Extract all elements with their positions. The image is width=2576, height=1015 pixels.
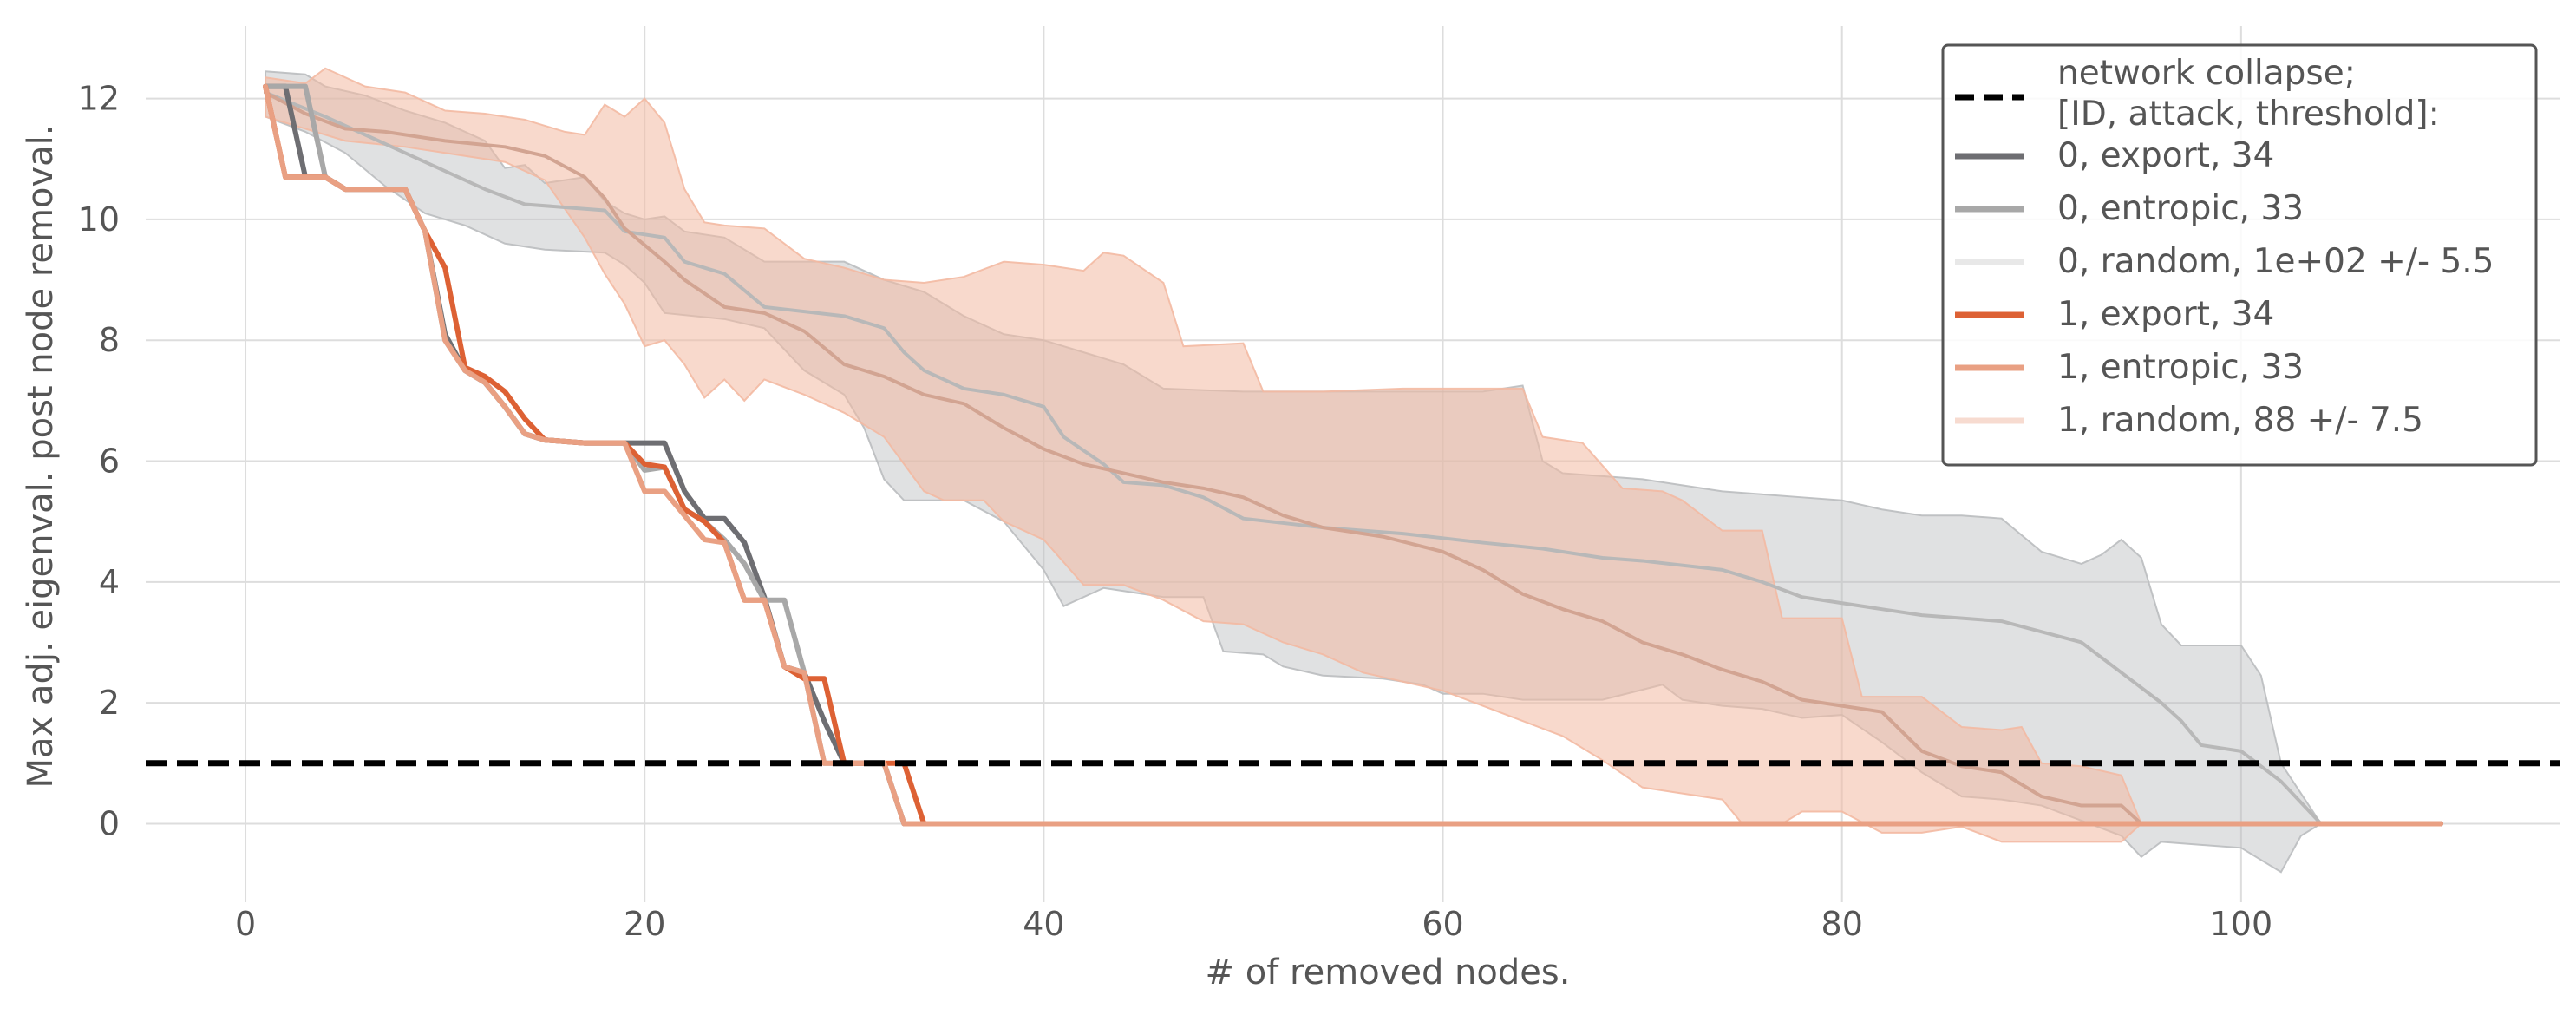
y-tick-label: 2 (99, 684, 120, 722)
y-axis-label: Max adj. eigenval. post node removal. (21, 125, 61, 789)
legend-label-0-entropic-33: 0, entropic, 33 (2057, 189, 2304, 228)
y-tick-label: 12 (78, 80, 120, 118)
legend-label-0-random-1e-02-5-5: 0, random, 1e+02 +/- 5.5 (2057, 242, 2494, 281)
legend: network collapse; [ID, attack, threshold… (1941, 43, 2538, 467)
x-axis-label: # of removed nodes. (1206, 953, 1571, 992)
series-line-1-entropic-33 (263, 83, 2443, 827)
legend-collapse-label: network collapse; (2057, 54, 2356, 93)
tick-labels: 0 20 40 60 80 100 0 2 4 6 8 10 12 (78, 80, 2272, 943)
y-tick-label: 10 (78, 200, 120, 239)
y-tick-label: 6 (99, 442, 120, 481)
band-1-random-88-7-5 (265, 67, 2143, 843)
x-tick-label: 0 (235, 905, 256, 943)
series-line-1-random-88-7-5 (264, 90, 2143, 826)
series-line-0-random-1e-02-5-5 (264, 90, 2323, 826)
legend-label-1-random-88-7-5: 1, random, 88 +/- 7.5 (2057, 401, 2423, 440)
y-tick-label: 8 (99, 321, 120, 359)
y-tick-label: 0 (99, 804, 120, 842)
x-tick-label: 100 (2210, 905, 2273, 943)
legend-frame (1941, 43, 2538, 467)
legend-label-0-export-34: 0, export, 34 (2057, 136, 2274, 175)
legend-items: 0, export, 34 0, entropic, 33 0, random, 1… (1955, 136, 2494, 440)
legend-label-1-entropic-33: 1, entropic, 33 (2057, 348, 2304, 387)
y-tick-label: 4 (99, 563, 120, 601)
x-tick-label: 60 (1422, 905, 1463, 943)
random-bands (265, 67, 2323, 874)
x-tick-label: 20 (624, 905, 665, 943)
legend-label-1-export-34: 1, export, 34 (2057, 295, 2274, 334)
series-lines (263, 83, 2443, 827)
x-tick-label: 80 (1821, 905, 1863, 943)
x-tick-label: 40 (1023, 905, 1064, 943)
legend-collapse-label-2: [ID, attack, threshold]: (2057, 95, 2440, 134)
